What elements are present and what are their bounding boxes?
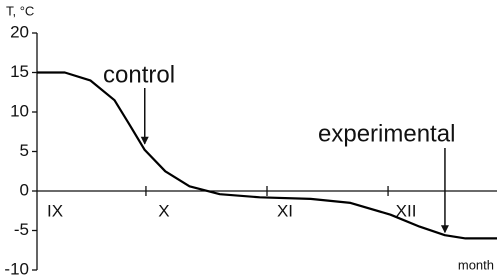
x-tick-label: XII bbox=[396, 201, 417, 220]
y-tick-label: 15 bbox=[10, 62, 29, 81]
y-tick-label: 10 bbox=[10, 101, 29, 120]
series-line bbox=[37, 71, 497, 240]
x-axis-label: month bbox=[458, 257, 494, 272]
x-tick-label: XI bbox=[277, 201, 293, 220]
x-tick-label: IX bbox=[47, 201, 63, 220]
y-tick-label: 0 bbox=[20, 180, 29, 199]
y-tick-label: 20 bbox=[10, 22, 29, 41]
annotation: control bbox=[103, 61, 175, 88]
y-tick-label: 5 bbox=[20, 141, 29, 160]
y-axis-label: T, °C bbox=[6, 3, 34, 18]
y-tick-label: -5 bbox=[14, 220, 29, 239]
x-tick-label: X bbox=[158, 201, 169, 220]
annotation: experimental bbox=[318, 120, 455, 147]
y-tick-label: -10 bbox=[4, 259, 29, 277]
